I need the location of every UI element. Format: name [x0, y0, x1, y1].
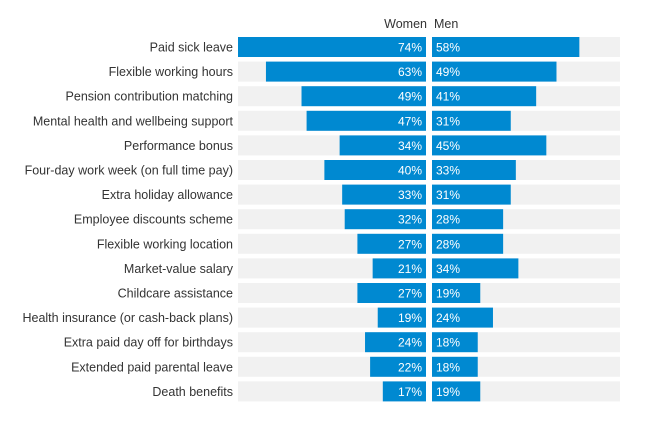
men-value-label: 33% — [436, 164, 460, 178]
category-label: Flexible working hours — [109, 65, 233, 79]
women-value-label: 27% — [398, 237, 422, 251]
women-value-label: 40% — [398, 164, 422, 178]
women-bar — [357, 233, 426, 254]
women-bar — [357, 283, 426, 303]
men-bar — [432, 332, 478, 353]
category-label: Performance bonus — [124, 139, 233, 153]
men-bar — [432, 61, 557, 82]
men-bar — [432, 160, 516, 180]
men-bar — [432, 233, 504, 254]
category-label: Death benefits — [152, 385, 233, 399]
men-value-label: 41% — [436, 90, 460, 104]
women-value-label: 19% — [398, 311, 422, 325]
men-value-label: 49% — [436, 65, 460, 79]
men-track — [432, 356, 620, 377]
category-label: Market-value salary — [124, 262, 234, 276]
category-label: Health insurance (or cash-back plans) — [22, 311, 233, 325]
men-value-label: 34% — [436, 262, 460, 276]
men-value-label: 19% — [436, 385, 460, 399]
women-bar — [265, 61, 426, 82]
women-bar — [238, 37, 426, 57]
men-bar — [432, 135, 547, 156]
women-value-label: 27% — [398, 287, 422, 301]
women-value-label: 34% — [398, 139, 422, 153]
men-bar — [432, 209, 504, 230]
men-value-label: 31% — [436, 114, 460, 128]
men-bar — [432, 283, 481, 303]
category-label: Four-day work week (on full time pay) — [25, 164, 233, 178]
women-bar — [342, 184, 426, 205]
men-track — [432, 332, 620, 353]
men-value-label: 58% — [436, 41, 460, 55]
men-bar — [432, 356, 478, 377]
men-bar — [432, 110, 511, 131]
category-label: Pension contribution matching — [66, 90, 234, 104]
men-bar — [432, 86, 537, 107]
category-label: Mental health and wellbeing support — [33, 114, 234, 128]
men-bar — [432, 258, 519, 279]
women-bar — [377, 307, 426, 328]
women-bar — [324, 160, 426, 180]
women-value-label: 33% — [398, 188, 422, 202]
women-value-label: 49% — [398, 90, 422, 104]
women-value-label: 17% — [398, 385, 422, 399]
men-value-label: 18% — [436, 360, 460, 374]
category-label: Paid sick leave — [150, 41, 233, 55]
men-value-label: 18% — [436, 336, 460, 350]
women-bar — [344, 209, 426, 230]
women-bar — [372, 258, 426, 279]
women-value-label: 74% — [398, 41, 422, 55]
legend-men: Men — [434, 17, 458, 31]
men-value-label: 28% — [436, 213, 460, 227]
men-value-label: 45% — [436, 139, 460, 153]
women-value-label: 32% — [398, 213, 422, 227]
category-label: Extended paid parental leave — [71, 360, 233, 374]
men-bar — [432, 37, 580, 57]
men-bar — [432, 307, 493, 328]
women-bar — [339, 135, 426, 156]
men-value-label: 31% — [436, 188, 460, 202]
category-label: Childcare assistance — [118, 287, 233, 301]
men-bar — [432, 184, 511, 205]
men-value-label: 19% — [436, 287, 460, 301]
category-label: Extra holiday allowance — [102, 188, 233, 202]
legend-women: Women — [384, 17, 427, 31]
women-value-label: 24% — [398, 336, 422, 350]
men-value-label: 24% — [436, 311, 460, 325]
men-value-label: 28% — [436, 237, 460, 251]
category-label: Extra paid day off for birthdays — [64, 336, 233, 350]
women-bar — [365, 332, 426, 353]
women-value-label: 47% — [398, 114, 422, 128]
category-label: Flexible working location — [97, 237, 233, 251]
men-bar — [432, 381, 481, 402]
women-bar — [370, 356, 426, 377]
women-value-label: 22% — [398, 360, 422, 374]
women-bar — [301, 86, 426, 107]
women-value-label: 21% — [398, 262, 422, 276]
women-track — [238, 381, 426, 402]
women-bar — [382, 381, 426, 402]
women-bar — [306, 110, 426, 131]
women-value-label: 63% — [398, 65, 422, 79]
category-label: Employee discounts scheme — [74, 213, 233, 227]
